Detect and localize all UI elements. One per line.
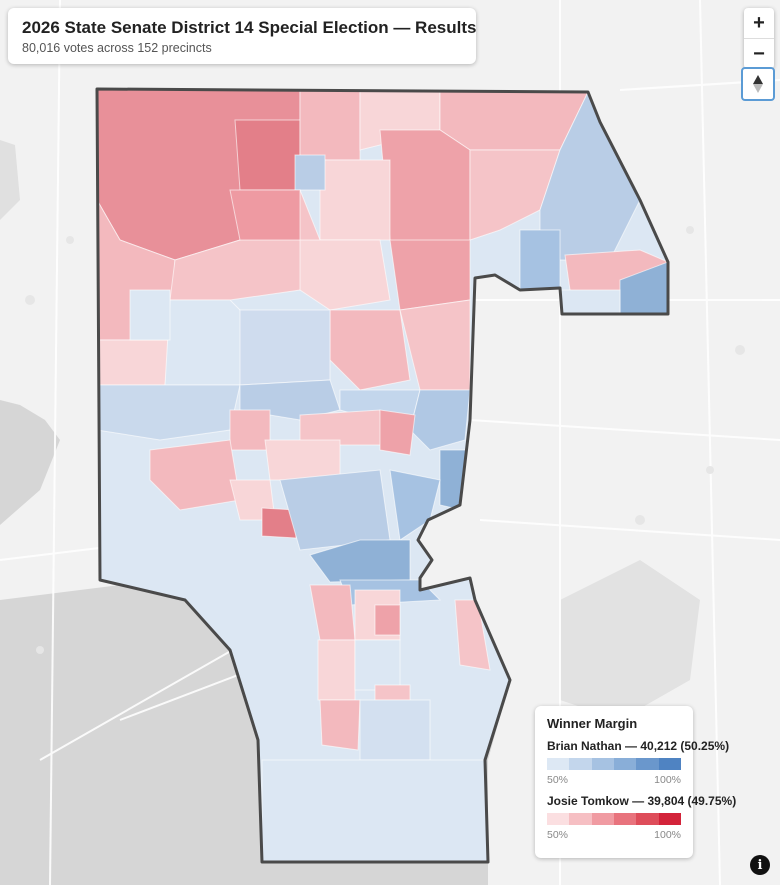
precinct[interactable] [559,289,621,315]
precinct[interactable] [129,289,171,341]
precinct[interactable] [299,89,361,161]
precinct[interactable] [97,339,171,386]
map-title: 2026 State Senate District 14 Special El… [22,18,477,37]
precinct[interactable] [97,384,241,441]
legend-title: Winner Margin [547,716,638,731]
precinct[interactable] [149,439,241,511]
legend-ramp-a [547,758,681,770]
legend-swatch [547,813,570,825]
title-card: 2026 State Senate District 14 Special El… [8,8,476,64]
legend-swatch [658,813,681,825]
legend-swatch [569,758,592,770]
precinct[interactable] [261,759,489,862]
precinct[interactable] [319,699,361,751]
precinct[interactable] [261,507,297,539]
zoom-in-button[interactable]: + [753,11,765,34]
compass-icon [753,75,763,93]
precinct[interactable] [264,439,341,481]
legend-ramp-b [547,813,681,825]
precinct[interactable] [469,149,561,241]
legend-candidate-b: Josie Tomkow — 39,804 (49.75%) [547,794,737,808]
precinct[interactable] [309,539,411,583]
zoom-out-button[interactable]: − [744,38,774,69]
precinct[interactable] [519,229,561,291]
precinct[interactable] [234,119,301,191]
precinct[interactable] [299,239,391,311]
precinct[interactable] [294,154,326,191]
precinct[interactable] [374,684,411,701]
precinct[interactable] [319,159,391,241]
precinct[interactable] [317,639,356,701]
map-subtitle: 80,016 votes across 152 precincts [22,41,212,55]
legend-swatch [569,813,592,825]
legend-a-low: 50% [547,774,569,786]
legend-swatch [591,813,614,825]
zoom-control: + − [744,8,774,69]
info-icon[interactable]: i [750,855,770,875]
precinct[interactable] [229,189,301,241]
legend-swatch [547,758,570,770]
precinct[interactable] [279,469,391,551]
legend-swatch [658,758,681,770]
precinct[interactable] [454,599,491,671]
legend-swatch [613,758,637,770]
legend-swatch [613,813,637,825]
district-boundary [95,87,670,864]
legend-a-high: 100% [654,774,681,786]
legend-swatch [591,758,614,770]
precinct[interactable] [379,409,416,456]
precinct[interactable] [239,309,331,386]
legend-panel: Winner Margin Brian Nathan — 40,212 (50.… [535,706,737,858]
legend-b-low: 50% [547,829,569,841]
precinct[interactable] [389,239,471,311]
precinct[interactable] [229,409,271,451]
legend-swatch [636,813,659,825]
compass-button[interactable] [741,67,775,101]
legend-candidate-a: Brian Nathan — 40,212 (50.25%) [547,739,730,753]
precinct[interactable] [374,604,401,636]
legend-swatch [636,758,659,770]
precinct[interactable] [359,699,431,761]
legend-b-high: 100% [654,829,681,841]
precinct[interactable] [354,639,401,691]
